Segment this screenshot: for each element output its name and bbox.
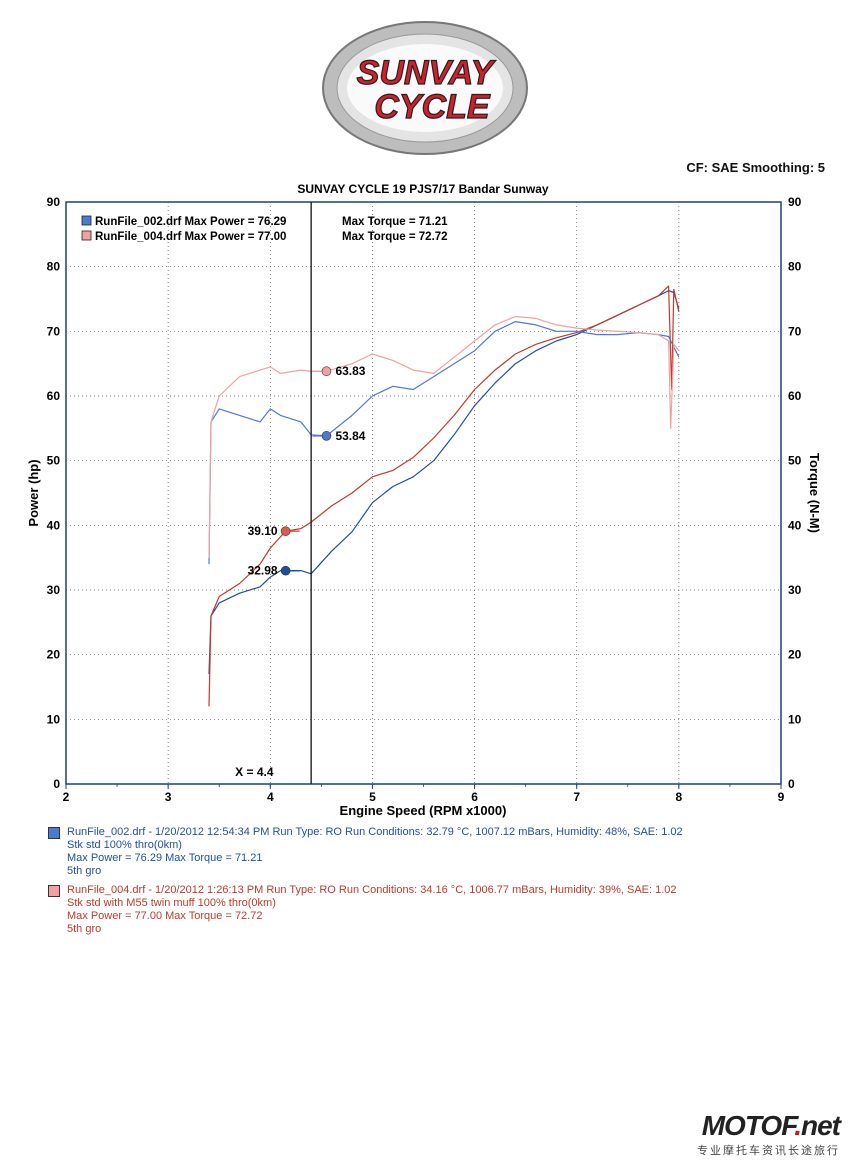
value-markers: 63.83 53.84 39.10 32.98 [248,364,366,577]
logo-text-bottom: CYCLE [374,88,491,126]
dyno-chart: SUNVAY CYCLE 19 PJS7/17 Bandar Sunway 2 3… [26,182,822,818]
run1-swatch [48,827,60,839]
run1-line3: Max Power = 76.29 Max Torque = 71.21 [67,852,263,864]
run2-details: RunFile_004.drf - 1/20/2012 1:26:13 PM R… [67,884,677,936]
value-marker-label: 32.98 [248,564,278,578]
watermark-name: MOTOF [701,1110,795,1141]
y-tick-label-right: 20 [788,648,802,662]
run1-line4: 5th gro [67,865,102,877]
legend-run2-torque: Max Torque = 72.72 [342,231,448,243]
cursor-label: X = 4.4 [235,765,274,779]
y-tick-label-right: 50 [788,454,802,468]
series-line-4 [208,315,680,558]
x-tick-label: 5 [369,790,376,804]
x-tick-label: 8 [676,790,683,804]
y-axis-right-label: Torque (N-M) [807,453,822,533]
y-tick-label-right: 10 [788,712,802,726]
y-tick-label-left: 60 [47,389,61,403]
value-marker [321,366,332,377]
watermark-tagline: 专业摩托车资讯长途旅行 [697,1145,840,1157]
y-tick-label-left: 70 [47,324,61,338]
y-tick-label-right: 0 [788,777,795,791]
y-tick-label-left: 0 [53,777,60,791]
motof-watermark: MOTOF.net 专业摩托车资讯长途旅行 [697,1110,841,1158]
legend-run1-power: RunFile_002.drf Max Power = 76.29 [95,216,286,228]
y-tick-label-left: 20 [47,648,61,662]
legend-swatch-run1 [81,215,92,226]
value-marker [280,565,291,576]
y-tick-label-left: 80 [47,260,61,274]
run1-line1: RunFile_002.drf - 1/20/2012 12:54:34 PM … [67,826,683,838]
logo-text-top: SUNVAY [357,54,497,92]
value-marker-label: 63.83 [335,364,365,378]
value-marker [321,431,332,441]
x-tick-label: 6 [471,790,478,804]
watermark-logo: MOTOF.net [697,1110,841,1142]
value-marker [280,526,291,536]
series-line-2 [208,285,680,707]
x-tick-label: 7 [573,790,580,804]
value-marker-label: 53.84 [335,429,365,443]
y-tick-label-left: 40 [47,518,61,532]
run2-line1: RunFile_004.drf - 1/20/2012 1:26:13 PM R… [67,884,677,896]
y-tick-label-right: 90 [788,195,802,209]
grid-lines [66,202,781,784]
y-tick-label-left: 30 [47,583,61,597]
sunvay-cycle-logo: SUNVAY CYCLE [320,18,530,158]
watermark-tld: net [801,1110,841,1141]
y-tick-label-left: 90 [47,195,61,209]
chart-legend: RunFile_002.drf Max Power = 76.29 Max To… [81,215,448,243]
y-tick-label-right: 30 [788,583,802,597]
watermark-dot: . [794,1110,802,1141]
y-tick-label-right: 80 [788,260,802,274]
run2-line4: 5th gro [67,923,102,935]
legend-swatch-run2 [81,230,92,241]
plot-area [65,201,782,785]
series-line-3 [208,321,680,565]
cursor: X = 4.4 [235,202,312,784]
logo-emblem: SUNVAY CYCLE [322,21,528,155]
run2-line2: Stk std with M55 twin muff 100% thro(0km… [67,897,276,909]
value-marker-label: 39.10 [248,524,278,538]
run1-details: RunFile_002.drf - 1/20/2012 12:54:34 PM … [67,826,683,878]
x-tick-label: 3 [165,790,172,804]
y-tick-label-right: 70 [788,324,802,338]
y-tick-label-left: 10 [47,712,61,726]
chart-title: SUNVAY CYCLE 19 PJS7/17 Bandar Sunway [297,182,549,196]
legend-run1-torque: Max Torque = 71.21 [342,216,448,228]
cf-smoothing-label: CF: SAE Smoothing: 5 [686,160,825,175]
run2-swatch [48,885,60,897]
x-tick-label: 2 [63,790,70,804]
y-tick-label-right: 60 [788,389,802,403]
y-axis-left-label: Power (hp) [26,459,41,526]
x-axis-label: Engine Speed (RPM x1000) [340,803,507,818]
x-tick-label: 9 [778,790,785,804]
legend-run2-power: RunFile_004.drf Max Power = 77.00 [95,231,286,243]
run1-line2: Stk std 100% thro(0km) [67,839,182,851]
x-tick-label: 4 [267,790,274,804]
y-tick-label-left: 50 [47,454,61,468]
series-lines [208,285,680,707]
run2-line3: Max Power = 77.00 Max Torque = 72.72 [67,910,263,922]
y-tick-label-right: 40 [788,518,802,532]
